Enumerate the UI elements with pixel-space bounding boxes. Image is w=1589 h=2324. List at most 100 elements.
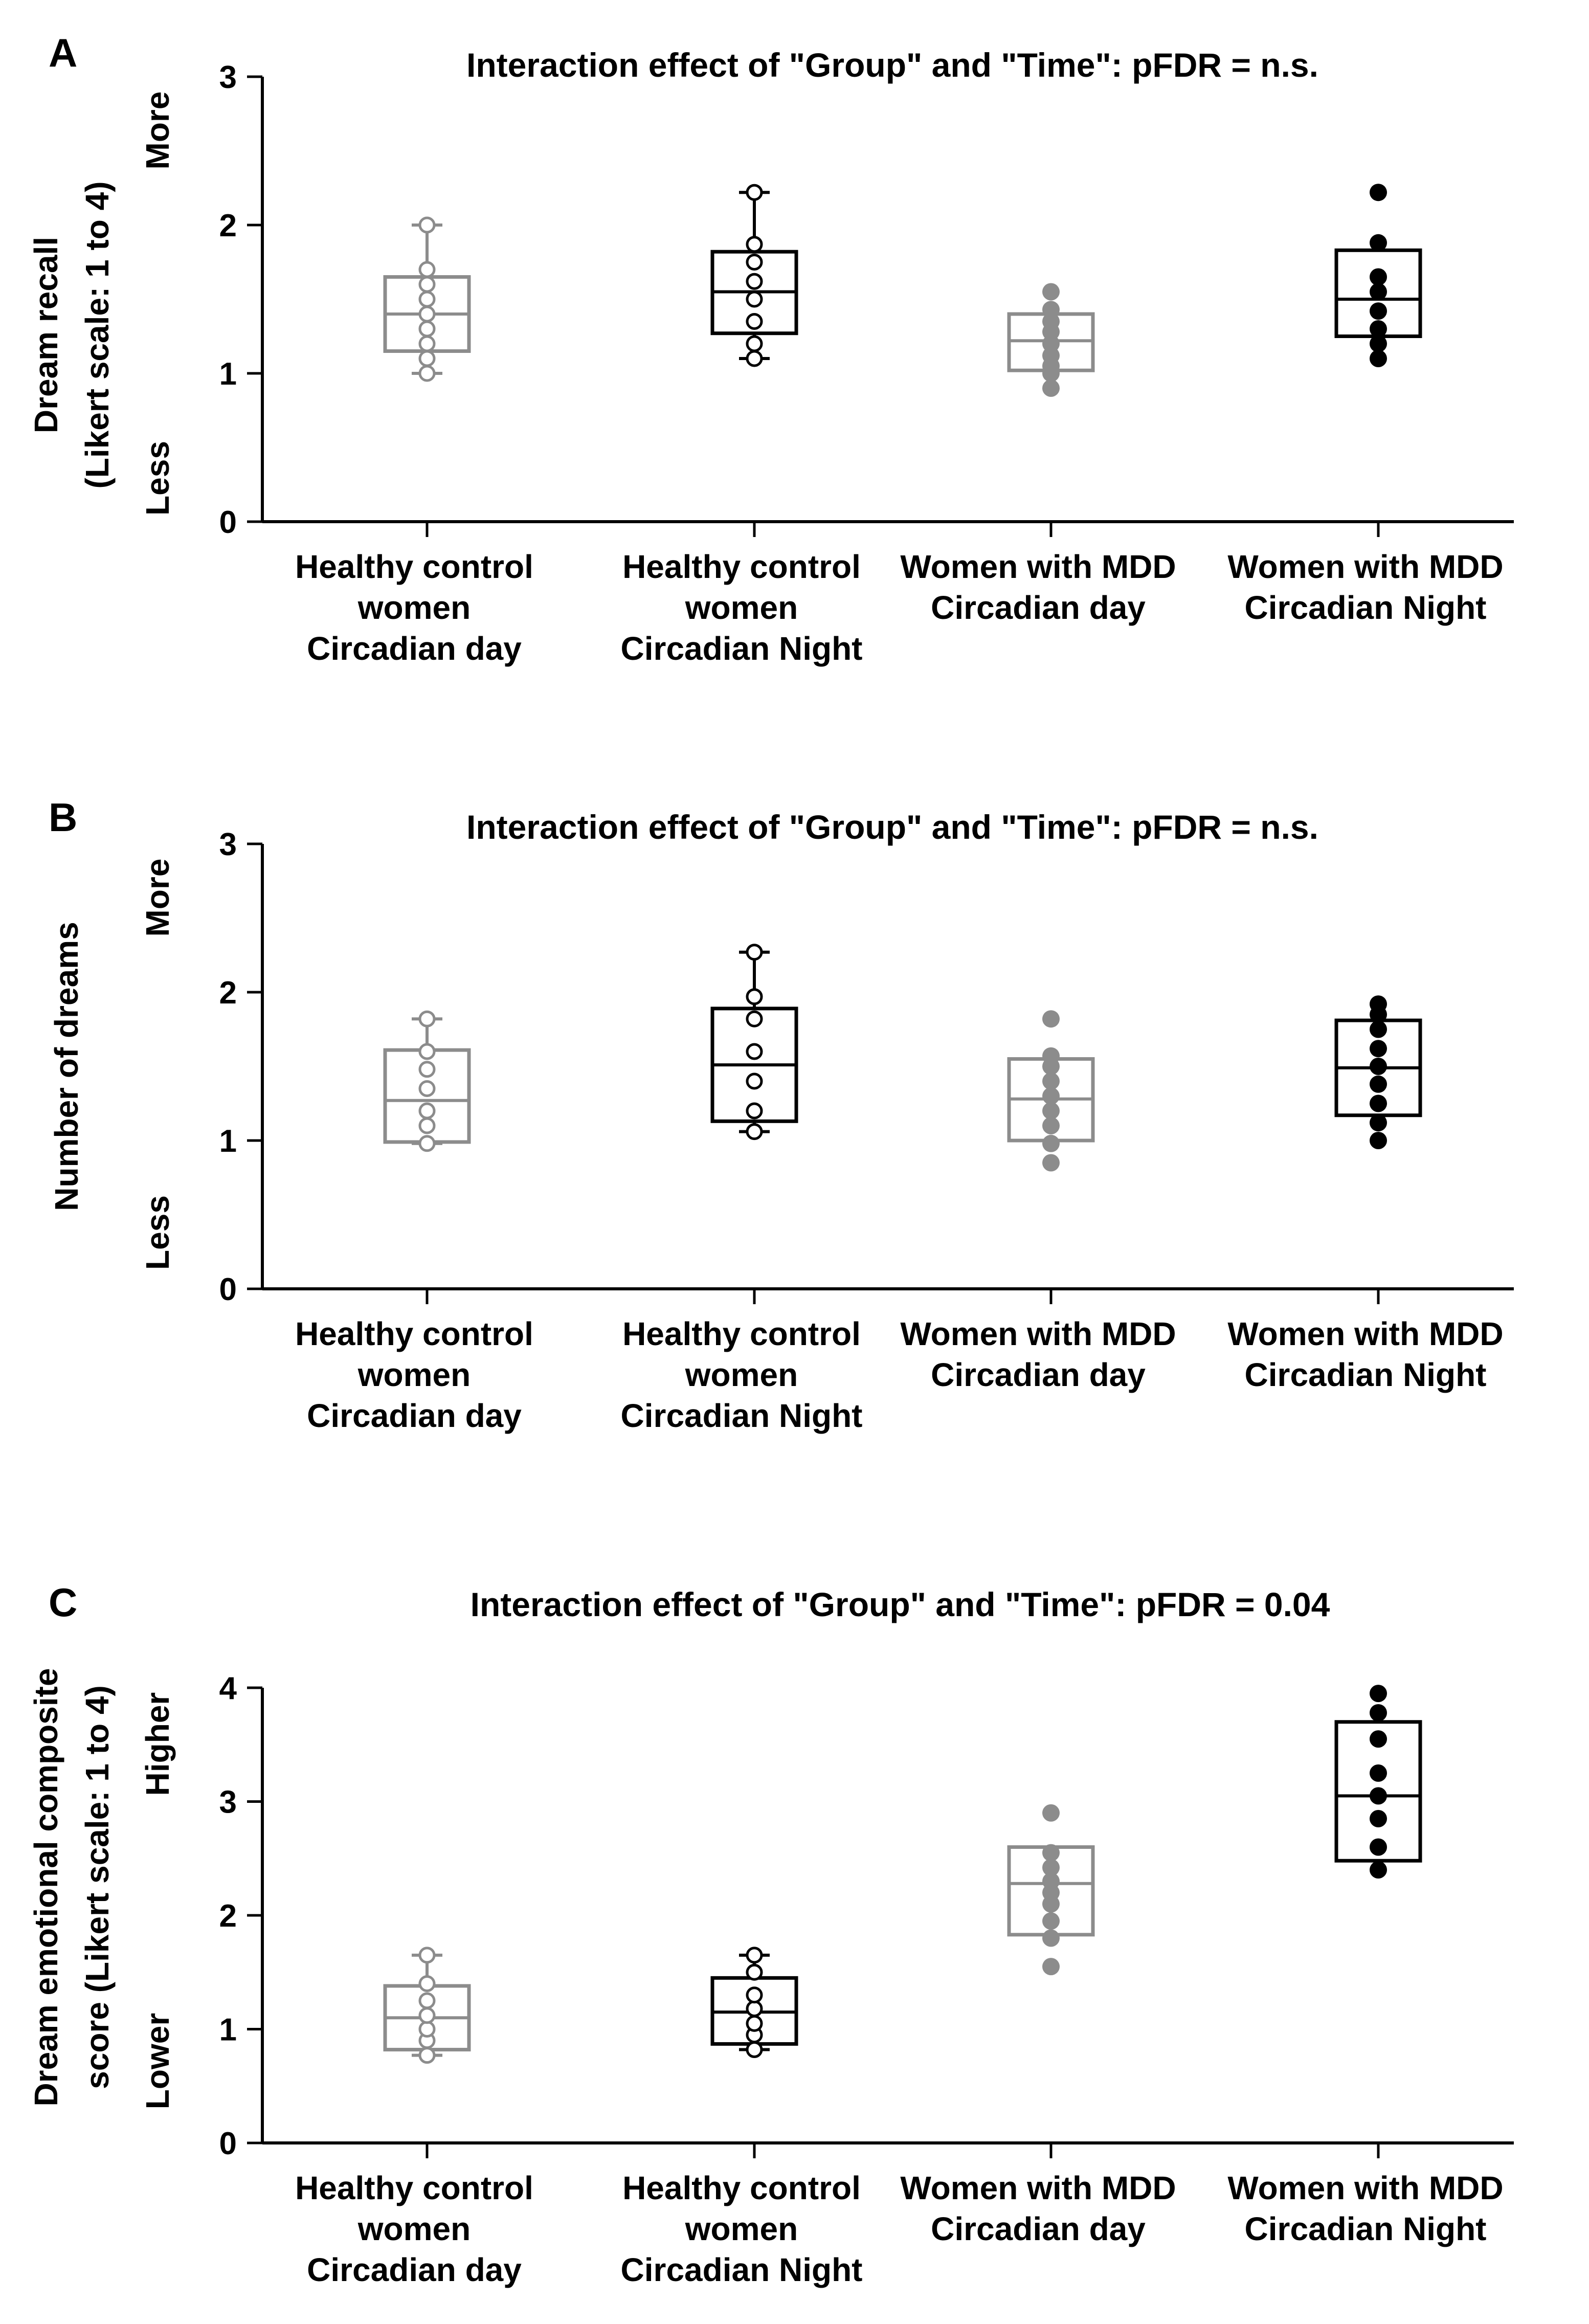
box-iqr [1334,1720,1422,1863]
category-label: Healthy control [295,2170,533,2206]
data-point [746,290,763,308]
data-point [746,1963,763,1981]
y-tick-label: 1 [219,2013,237,2048]
data-point [1370,184,1387,202]
data-point [418,2047,436,2064]
data-point [1370,268,1387,286]
category-label: Healthy control [295,1315,533,1352]
y-direction-high-label: Higher [139,1692,176,1796]
data-point [1042,1804,1060,1822]
box-group [383,1947,471,2064]
panel-c: C Interaction effect of "Group" and "Time… [28,1580,1514,2288]
category-label: Circadian Night [621,2251,863,2288]
y-tick-label: 2 [219,1898,237,1934]
category-label: Women with MDD [1227,2170,1503,2206]
category-label: Women with MDD [1227,548,1503,585]
category-label: Healthy control [295,548,533,585]
category-label: Circadian day [307,2251,522,2288]
data-point [418,350,436,367]
data-point [1042,1844,1060,1862]
y-tick-label: 3 [219,827,237,862]
data-point [1042,1072,1060,1090]
category-label: Circadian Night [1245,2210,1487,2247]
box-group [1007,1804,1095,1976]
data-point [1042,1102,1060,1120]
data-point [746,236,763,253]
data-point [418,276,436,293]
data-point [418,1102,436,1120]
data-point [418,216,436,234]
data-point [1042,1154,1060,1172]
chart-title: Interaction effect of "Group" and "Time"… [471,1585,1330,1623]
box-group [710,184,798,367]
data-point [1370,1787,1387,1805]
panel-b: B Interaction effect of "Group" and "Time… [48,795,1514,1434]
data-point [1370,1075,1387,1093]
data-point [1370,995,1387,1013]
chart-title: Interaction effect of "Group" and "Time"… [466,808,1318,846]
data-point [1370,1764,1387,1782]
data-point [418,2021,436,2038]
y-direction-high-label: More [139,859,176,937]
box-group [1007,283,1095,397]
y-tick-label: 2 [219,975,237,1011]
box-group [710,944,798,1141]
box-group [1334,184,1422,367]
y-tick-label: 2 [219,208,237,243]
data-point [746,313,763,330]
data-point [418,1975,436,1992]
data-point [746,1947,763,1964]
data-point [1370,1861,1387,1879]
y-direction-low-label: Less [139,1195,176,1270]
data-point [1370,1020,1387,1038]
data-point [1042,1872,1060,1890]
data-point [1370,1685,1387,1703]
category-label: Circadian Night [1245,1356,1487,1393]
data-point [1042,283,1060,301]
data-point [1370,1094,1387,1112]
data-point [1370,320,1387,338]
data-point [746,2015,763,2032]
data-point [1370,1132,1387,1149]
y-direction-high-label: More [139,92,176,170]
data-point [418,1117,436,1134]
category-label: Circadian day [931,589,1146,626]
data-point [746,1043,763,1060]
data-point [1042,1929,1060,1947]
data-point [1042,1958,1060,1976]
y-direction-low-label: Lower [139,2013,176,2109]
data-point [746,1072,763,1090]
panel-a: A Interaction effect of "Group" and "Time… [28,30,1514,667]
data-point [418,261,436,278]
data-point [1370,1040,1387,1058]
category-label: Circadian Night [1245,589,1487,626]
data-point [1042,1117,1060,1134]
data-point [1370,1704,1387,1722]
category-label: Circadian Night [621,630,863,667]
data-point [418,305,436,323]
box-group [383,1010,471,1152]
data-point [746,350,763,367]
category-label: women [685,2210,798,2247]
category-label: Healthy control [622,548,861,585]
box-group [1007,1010,1095,1172]
data-point [1042,1010,1060,1028]
data-point [418,1043,436,1060]
data-point [1370,335,1387,352]
box-group [1334,1685,1422,1879]
y-tick-label: 3 [219,1785,237,1820]
data-point [1370,1809,1387,1827]
data-point [746,273,763,290]
data-point [1042,379,1060,397]
data-point [418,320,436,338]
y-tick-label: 1 [219,356,237,392]
data-point [746,2000,763,2017]
y-tick-label: 3 [219,60,237,95]
data-point [418,365,436,382]
category-label: women [685,589,798,626]
y-axis-label: Number of dreams [48,922,85,1211]
y-axis-label: score (Likert scale: 1 to 4) [79,1685,116,2089]
data-point [1370,283,1387,301]
category-label: women [357,1356,471,1393]
y-axis-label: Dream emotional composite [28,1668,64,2106]
